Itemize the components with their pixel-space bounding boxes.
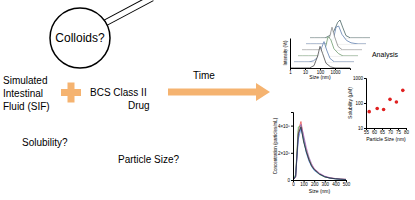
series-line (290, 46, 350, 68)
y-axis-line (291, 113, 294, 181)
tick-label: 400 (332, 182, 340, 187)
tick-label: 70 (388, 130, 394, 135)
analysis-text: Analysis (372, 51, 399, 59)
tick: 2×10⁸ (278, 151, 293, 156)
tick: 75 (396, 128, 402, 135)
point (382, 108, 386, 112)
tick: 4×10⁸ (278, 124, 293, 129)
drug-text: BCS Class II (90, 87, 147, 98)
plus-vertical (68, 83, 75, 103)
magnifier-handle (105, 0, 152, 23)
y-axis: 0 2×10⁸ 4×10⁸ (278, 113, 294, 183)
tick: 500 (343, 180, 351, 187)
tick-label: 500 (343, 182, 351, 187)
point (395, 100, 399, 104)
tick-mark (291, 180, 293, 181)
tick: 100 (355, 101, 366, 106)
y-axis: 10 100 1000 (353, 76, 367, 131)
sif-text: Fluid (SIF) (3, 101, 50, 112)
x-title: Size (nm) (309, 74, 331, 80)
drug-text: Drug (128, 100, 150, 111)
magnifier-lens (50, 8, 110, 68)
y-axis-line (290, 39, 291, 69)
y-title: Intensity (%) (283, 40, 288, 66)
tick-label: 1000 (353, 76, 364, 81)
tick: 200 (311, 180, 319, 187)
series-line (293, 128, 346, 180)
tick: 1 (289, 68, 292, 75)
solubility-plot (367, 89, 404, 114)
sif-text: Simulated (3, 75, 47, 86)
series-layer (290, 46, 350, 68)
tick-label: 60 (372, 130, 378, 135)
tick-mark (291, 126, 293, 127)
tick: 80 (404, 128, 410, 135)
tick-mark (364, 78, 366, 79)
magnifier-handle-inner (106, 0, 152, 23)
tick: 10 (303, 68, 309, 75)
series-line (293, 124, 346, 180)
tick: 0 (287, 178, 293, 183)
point (388, 98, 392, 102)
y-title: Solubility (µM) (347, 87, 353, 119)
tick: 10 (358, 126, 366, 131)
point (375, 107, 379, 111)
tick: 1000 (330, 68, 341, 75)
concentration-plot (293, 122, 346, 180)
tick: 400 (332, 180, 340, 187)
tick-label: 1 (289, 70, 292, 75)
tick: 0 (292, 180, 295, 187)
tick-label: 100 (300, 182, 308, 187)
tick: 65 (380, 128, 386, 135)
y-axis-line (364, 79, 367, 129)
tick: 300 (322, 180, 330, 187)
tick-label: 1000 (330, 70, 341, 75)
tick-label: 55 (364, 130, 370, 135)
tick-label: 0 (287, 178, 290, 183)
intensity-chart (290, 20, 370, 68)
series-line (293, 126, 346, 180)
y-title: Concentration (particles/mL) (273, 117, 278, 174)
tick-label: 10 (303, 70, 309, 75)
question-text: Solubility? (22, 137, 68, 148)
tick: 1000 (353, 76, 366, 81)
y-axis (290, 39, 291, 69)
time-arrow-head (256, 83, 270, 101)
tick-mark (291, 153, 293, 154)
background (0, 0, 415, 200)
sif-text: Intestinal (3, 88, 43, 99)
tick-mark (364, 103, 366, 104)
tick: 60 (372, 128, 378, 135)
tick-label: 65 (380, 130, 386, 135)
time-text: Time (193, 70, 215, 81)
tick-label: 10 (358, 126, 364, 131)
tick: 55 (364, 128, 370, 135)
tick-mark (364, 128, 366, 129)
diagram: Colloids? Simulated Intestinal Fluid (SIF) B… (3, 0, 399, 165)
colloids-text: Colloids? (55, 31, 105, 45)
tick-label: 75 (396, 130, 402, 135)
x-axis: 556065707580 (364, 128, 410, 135)
x-title: Size (nm) (309, 188, 331, 194)
tick-label: 2×10⁸ (278, 151, 290, 156)
question-text: Particle Size? (118, 154, 180, 165)
tick: 100 (300, 180, 308, 187)
tick-label: 4×10⁸ (278, 124, 290, 129)
tick-label: 200 (311, 182, 319, 187)
series-line (293, 122, 346, 180)
tick: 70 (388, 128, 394, 135)
tick-label: 0 (292, 182, 295, 187)
tick-label: 300 (322, 182, 330, 187)
x-axis: 0 100200300400500 (292, 180, 351, 187)
tick-label: 100 (355, 101, 363, 106)
tick-label: 80 (404, 130, 410, 135)
series-line (293, 127, 346, 180)
point (367, 110, 371, 114)
x-title: Particle Size (nm) (366, 136, 406, 142)
point (401, 89, 405, 93)
time-arrow (168, 89, 258, 96)
